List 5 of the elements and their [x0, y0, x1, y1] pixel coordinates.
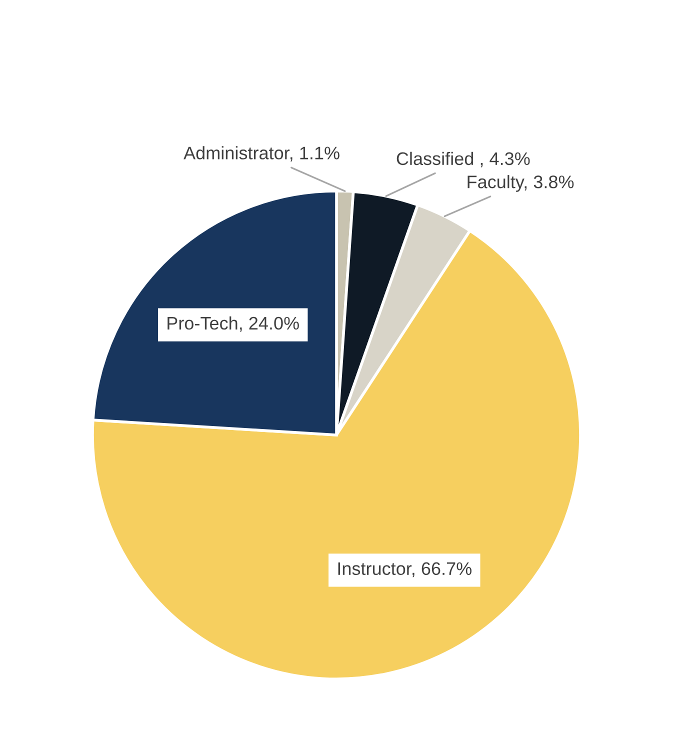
slice-label: Classified , 4.3%	[396, 152, 530, 168]
slice-label: Faculty, 3.8%	[468, 175, 574, 192]
slice-label: Instructor, 66.7%	[338, 562, 472, 578]
slice-label: Administrator, 1.1%	[184, 146, 340, 162]
slice-label: Pro-Tech, 24.0%	[168, 316, 299, 332]
